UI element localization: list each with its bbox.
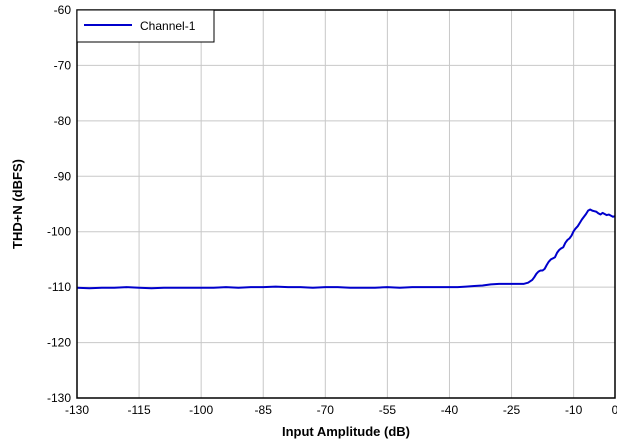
- series-line-1: [76, 208, 616, 290]
- series-layer: [76, 208, 616, 290]
- x-tick-label: -40: [441, 403, 459, 417]
- x-tick-label: -70: [317, 403, 335, 417]
- y-tick-label: -80: [54, 114, 72, 128]
- x-axis-title: Input Amplitude (dB): [282, 424, 410, 439]
- y-tick-label: -100: [47, 225, 71, 239]
- x-tick-label: 0: [612, 403, 617, 417]
- y-tick-label: -110: [48, 280, 71, 294]
- legend: Channel-1: [76, 9, 215, 43]
- y-tick-label: -120: [47, 336, 71, 350]
- y-axis-title: THD+N (dBFS): [10, 159, 25, 249]
- legend-label-channel-1: Channel-1: [140, 19, 196, 33]
- x-tick-label: -55: [379, 403, 397, 417]
- x-tick-label: -85: [255, 403, 273, 417]
- y-tick-label: -130: [47, 391, 71, 405]
- x-tick-label: -25: [503, 403, 521, 417]
- y-tick-labels: -60 -70 -80 -90 -100 -110 -120 -130: [47, 3, 71, 405]
- y-tick-label: -90: [54, 169, 72, 183]
- y-tick-label: -60: [54, 3, 72, 17]
- plot-area: [77, 10, 615, 398]
- x-tick-label: -130: [65, 403, 89, 417]
- x-tick-label: -115: [128, 403, 151, 417]
- x-tick-labels: -130 -115 -100 -85 -70 -55 -40 -25 -10 0: [65, 403, 617, 417]
- x-tick-label: -100: [189, 403, 213, 417]
- x-tick-label: -10: [565, 403, 583, 417]
- plot-border: [76, 9, 616, 399]
- y-tick-label: -70: [54, 58, 72, 72]
